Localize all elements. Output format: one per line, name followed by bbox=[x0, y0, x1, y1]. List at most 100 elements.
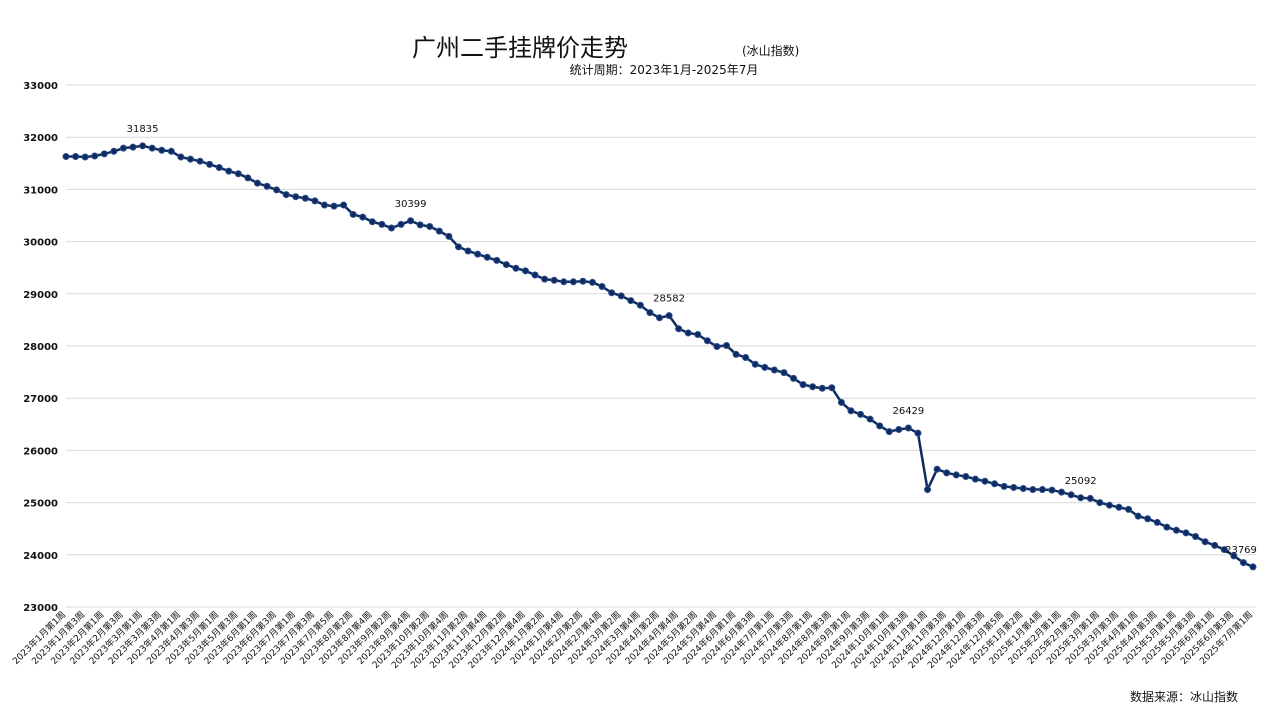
data-point bbox=[426, 222, 434, 230]
y-tick-label: 27000 bbox=[23, 394, 58, 405]
data-point bbox=[244, 174, 252, 182]
data-point bbox=[1105, 501, 1113, 509]
y-tick-label: 30000 bbox=[23, 238, 58, 249]
data-point bbox=[1067, 491, 1075, 499]
data-point bbox=[196, 157, 204, 165]
data-point bbox=[1000, 482, 1008, 490]
data-point bbox=[416, 221, 424, 229]
data-point bbox=[636, 301, 644, 309]
data-point bbox=[924, 486, 932, 494]
data-point bbox=[742, 353, 750, 361]
data-point bbox=[588, 278, 596, 286]
data-point bbox=[1010, 483, 1018, 491]
data-point bbox=[186, 155, 194, 163]
data-point bbox=[933, 465, 941, 473]
data-point bbox=[1182, 529, 1190, 537]
data-point bbox=[177, 153, 185, 161]
data-point bbox=[541, 275, 549, 283]
data-point bbox=[1249, 563, 1257, 571]
data-point bbox=[1058, 488, 1066, 496]
title-note: (冰山指数) bbox=[742, 43, 799, 58]
data-point bbox=[857, 410, 865, 418]
data-point bbox=[1153, 518, 1161, 526]
data-point bbox=[493, 256, 501, 264]
data-point bbox=[62, 153, 70, 161]
data-point bbox=[483, 253, 491, 261]
data-point bbox=[253, 179, 261, 187]
data-point bbox=[837, 398, 845, 406]
data-point bbox=[723, 341, 731, 349]
data-point bbox=[1019, 485, 1027, 493]
data-point bbox=[809, 383, 817, 391]
data-point bbox=[1038, 486, 1046, 494]
data-point bbox=[579, 277, 587, 285]
data-point bbox=[1086, 494, 1094, 502]
data-point bbox=[110, 147, 118, 155]
data-point bbox=[100, 150, 108, 158]
data-point bbox=[474, 250, 482, 258]
data-label: 23769 bbox=[1225, 545, 1257, 556]
data-point bbox=[598, 282, 606, 290]
data-point bbox=[761, 363, 769, 371]
data-point bbox=[885, 428, 893, 436]
chart-title: 广州二手挂牌价走势 bbox=[412, 34, 628, 62]
y-tick-label: 33000 bbox=[23, 81, 58, 92]
data-point bbox=[1192, 533, 1200, 541]
data-point bbox=[119, 144, 127, 152]
data-point bbox=[675, 325, 683, 333]
data-point bbox=[943, 469, 951, 477]
data-label: 31835 bbox=[127, 124, 159, 135]
data-point bbox=[847, 407, 855, 415]
data-point bbox=[751, 360, 759, 368]
data-point bbox=[1144, 515, 1152, 523]
data-point bbox=[407, 217, 415, 225]
data-label: 28582 bbox=[653, 294, 685, 305]
data-point bbox=[1115, 503, 1123, 511]
data-point bbox=[952, 471, 960, 479]
data-point bbox=[282, 191, 290, 199]
data-point bbox=[378, 220, 386, 228]
data-point bbox=[234, 170, 242, 178]
data-point bbox=[1029, 486, 1037, 494]
data-point bbox=[215, 163, 223, 171]
data-point bbox=[349, 210, 357, 218]
data-point bbox=[981, 477, 989, 485]
data-point bbox=[1125, 505, 1133, 513]
data-point bbox=[311, 197, 319, 205]
data-point bbox=[502, 261, 510, 269]
data-point bbox=[521, 267, 529, 275]
chart-subtitle: 统计周期：2023年1月-2025年7月 bbox=[570, 63, 759, 77]
data-point bbox=[732, 350, 740, 358]
data-point bbox=[1230, 552, 1238, 560]
data-point bbox=[139, 142, 147, 150]
data-point bbox=[1048, 486, 1056, 494]
data-point bbox=[713, 343, 721, 351]
data-point bbox=[971, 475, 979, 483]
data-point bbox=[866, 415, 874, 423]
data-point bbox=[818, 384, 826, 392]
y-tick-label: 23000 bbox=[23, 603, 58, 614]
data-point bbox=[1077, 494, 1085, 502]
data-point bbox=[550, 276, 558, 284]
data-point bbox=[694, 331, 702, 339]
data-label: 26429 bbox=[892, 406, 924, 417]
data-point bbox=[703, 337, 711, 345]
y-tick-label: 24000 bbox=[23, 551, 58, 562]
data-point bbox=[464, 247, 472, 255]
data-point bbox=[292, 193, 300, 201]
data-point bbox=[895, 426, 903, 434]
data-point bbox=[799, 381, 807, 389]
data-point bbox=[445, 232, 453, 240]
y-tick-label: 29000 bbox=[23, 290, 58, 301]
data-point bbox=[914, 429, 922, 437]
data-point bbox=[1211, 541, 1219, 549]
data-point bbox=[359, 213, 367, 221]
data-point bbox=[435, 227, 443, 235]
data-point bbox=[1201, 538, 1209, 546]
data-point bbox=[273, 186, 281, 194]
data-point bbox=[991, 480, 999, 488]
data-point bbox=[263, 182, 271, 190]
data-point bbox=[876, 422, 884, 430]
data-point bbox=[1163, 523, 1171, 531]
